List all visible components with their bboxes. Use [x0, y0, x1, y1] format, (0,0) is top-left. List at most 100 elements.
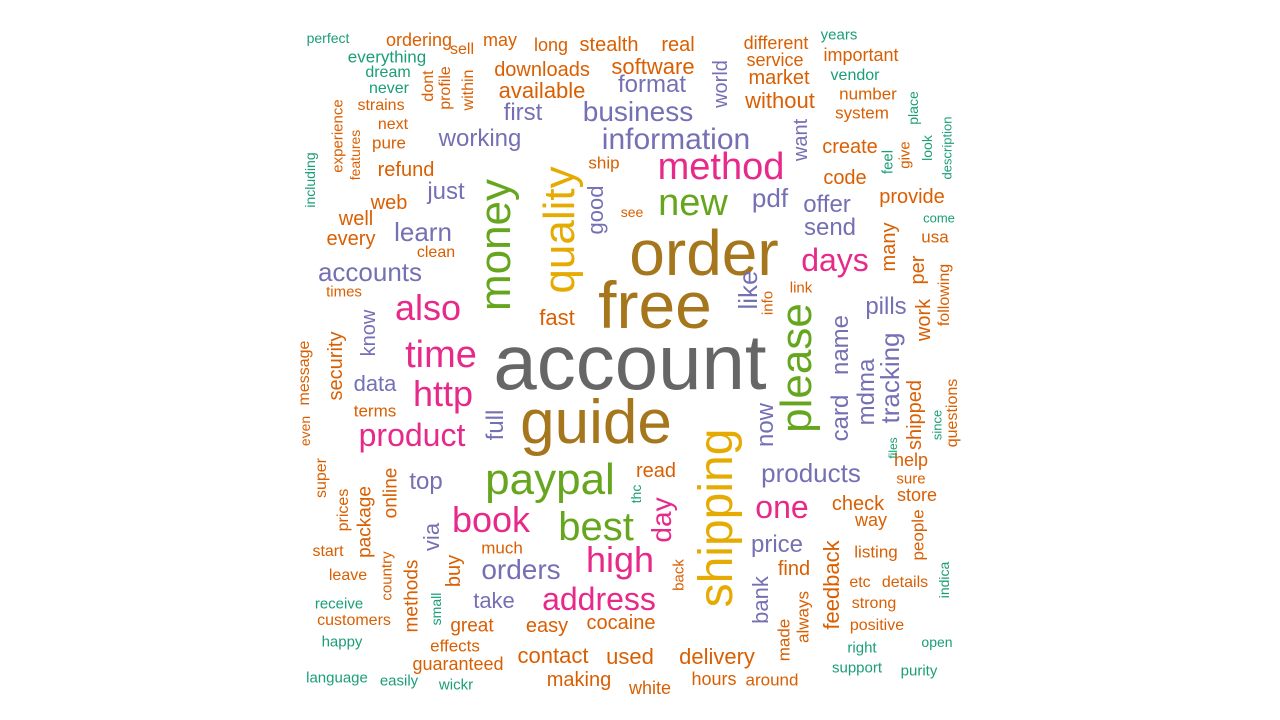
word-new: new — [658, 182, 728, 224]
word-purity: purity — [900, 662, 938, 680]
word-important: important — [823, 45, 899, 65]
word-start: start — [312, 543, 344, 560]
word-know: know — [358, 309, 380, 357]
word-next: next — [377, 116, 409, 133]
word-usa: usa — [921, 227, 949, 247]
word-help: help — [893, 450, 929, 470]
word-etc: etc — [849, 574, 871, 591]
word-much: much — [481, 538, 523, 558]
word-every: every — [326, 228, 376, 250]
word-way: way — [854, 510, 888, 530]
word-price: price — [750, 531, 804, 558]
word-downloads: downloads — [494, 59, 590, 81]
word-prices: prices — [335, 488, 352, 532]
word-country: country — [378, 551, 396, 601]
word-many: many — [878, 222, 900, 272]
word-free: free — [598, 268, 712, 342]
word-check: check — [831, 493, 885, 515]
word-via: via — [419, 522, 444, 552]
word-dont: dont — [420, 70, 437, 102]
word-quality: quality — [535, 166, 584, 294]
word-system: system — [835, 103, 889, 123]
word-code: code — [823, 167, 867, 189]
word-high: high — [585, 539, 655, 580]
word-since: since — [929, 409, 945, 441]
word-pure: pure — [371, 133, 407, 153]
word-language: language — [306, 669, 368, 687]
word-always: always — [793, 591, 813, 643]
word-receive: receive — [314, 595, 364, 613]
word-paypal: paypal — [485, 455, 615, 504]
word-number: number — [839, 84, 897, 104]
word-web: web — [370, 192, 408, 214]
word-accounts: accounts — [317, 257, 423, 287]
word-orders: orders — [481, 554, 561, 585]
word-description: description — [939, 116, 955, 180]
word-support: support — [831, 659, 883, 677]
word-following: following — [936, 263, 953, 327]
word-create: create — [822, 136, 878, 158]
word-effects: effects — [430, 636, 480, 656]
word-experience: experience — [329, 99, 347, 173]
word-easily: easily — [379, 672, 419, 690]
word-account: account — [493, 318, 767, 406]
word-guaranteed: guaranteed — [412, 654, 504, 674]
word-feedback: feedback — [819, 540, 844, 630]
word-find: find — [777, 558, 811, 580]
word-small: small — [428, 592, 444, 626]
word-please: please — [772, 303, 821, 433]
word-pills: pills — [865, 293, 907, 320]
word-including: including — [302, 152, 318, 208]
word-security: security — [325, 331, 347, 401]
word-open: open — [921, 634, 953, 650]
word-leave: leave — [328, 567, 368, 584]
word-offer: offer — [803, 191, 851, 218]
word-http: http — [412, 373, 474, 414]
word-method: method — [657, 146, 785, 188]
word-provide: provide — [879, 186, 945, 208]
word-tracking: tracking — [875, 332, 905, 424]
word-name: name — [827, 314, 854, 376]
word-positive: positive — [849, 617, 905, 634]
word-market: market — [748, 67, 810, 89]
word-times: times — [326, 283, 362, 301]
word-one: one — [755, 489, 809, 525]
word-bank: bank — [748, 576, 773, 624]
word-products: products — [761, 458, 861, 488]
word-format: format — [617, 71, 687, 98]
word-around: around — [745, 670, 799, 690]
word-features: features — [347, 129, 363, 181]
word-stealth: stealth — [579, 34, 639, 56]
word-now: now — [752, 402, 779, 448]
word-full: full — [482, 409, 509, 441]
word-used: used — [606, 644, 654, 669]
word-fast: fast — [539, 305, 575, 330]
word-refund: refund — [377, 159, 435, 181]
word-never: never — [368, 80, 410, 97]
word-even: even — [297, 415, 313, 447]
word-link: link — [789, 279, 813, 297]
word-take: take — [473, 588, 515, 613]
word-order: order — [629, 217, 779, 289]
word-buy: buy — [443, 554, 465, 588]
word-great: great — [450, 615, 494, 637]
word-book: book — [451, 499, 531, 540]
word-contact: contact — [517, 643, 589, 668]
word-guide: guide — [520, 388, 672, 457]
word-sure: sure — [896, 470, 926, 488]
word-ordering: ordering — [385, 30, 453, 50]
word-cocaine: cocaine — [586, 612, 656, 634]
word-service: service — [746, 50, 804, 70]
word-long: long — [533, 35, 569, 55]
word-may: may — [482, 30, 518, 50]
word-read: read — [635, 460, 677, 482]
word-thc: thc — [628, 484, 644, 504]
word-happy: happy — [321, 633, 363, 651]
word-want: want — [790, 118, 812, 162]
word-wickr: wickr — [438, 676, 474, 694]
word-made: made — [774, 618, 794, 662]
word-per: per — [907, 255, 929, 285]
word-dream: dream — [365, 64, 411, 81]
word-online: online — [380, 467, 402, 519]
word-first: first — [503, 99, 543, 126]
